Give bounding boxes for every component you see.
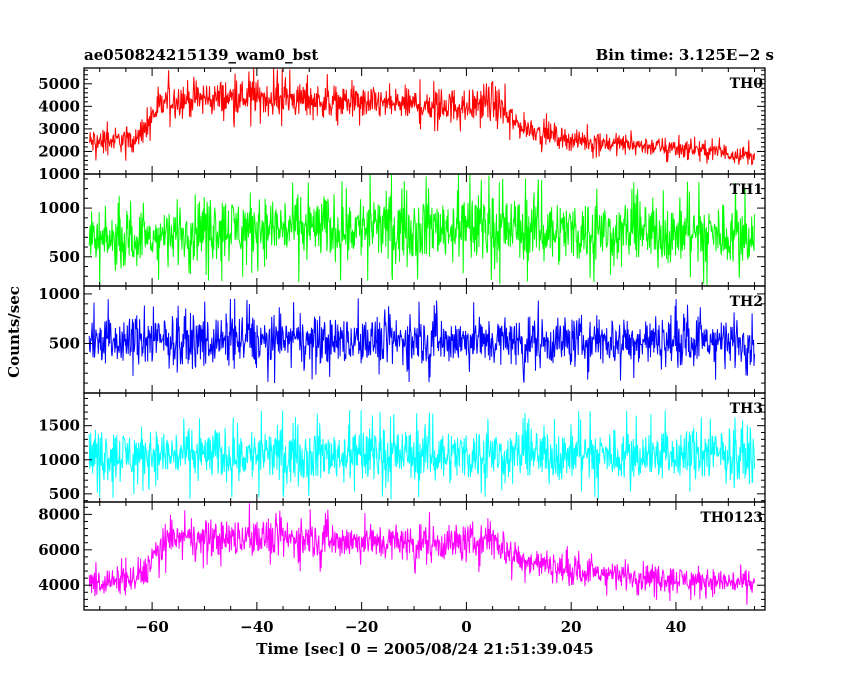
x-tick-label: 0 [461, 618, 471, 636]
panel-frame [83, 501, 766, 611]
x-tick-label: −40 [240, 618, 273, 636]
y-tick-label: 5000 [38, 75, 80, 93]
panel-label-th0123: TH0123 [700, 510, 763, 526]
y-tick-label: 1000 [38, 285, 80, 303]
panel-th0123: 4000 6000 8000 TH0123 −60 −40 −20 0 20 40 [38, 501, 766, 636]
panel-label-th3: TH3 [730, 401, 763, 417]
bin-time-label: Bin time: 3.125E−2 s [596, 46, 774, 64]
y-tick-label: 1500 [38, 417, 80, 435]
series-th2-trace [88, 298, 755, 384]
y-tick-label: 4000 [38, 97, 80, 115]
panel-th1: 500 1000 TH1 [38, 173, 766, 287]
x-tick-label: −20 [345, 618, 378, 636]
panel-label-th0: TH0 [730, 76, 764, 92]
y-tick-label: 6000 [38, 541, 80, 559]
x-tick-label: −60 [135, 618, 168, 636]
series-th3-trace [88, 409, 755, 500]
y-tick-label: 4000 [38, 576, 80, 594]
y-tick-label: 1000 [38, 451, 80, 469]
y-tick-label: 1000 [38, 199, 80, 217]
x-tick-label: 20 [561, 618, 582, 636]
panel-label-th2: TH2 [730, 294, 763, 310]
series-th0123-trace [88, 503, 755, 605]
panel-th3: 500 1000 1500 TH3 [38, 392, 766, 503]
plot-title: ae050824215139_wam0_bst [84, 46, 318, 64]
y-axis-label: Counts/sec [5, 286, 23, 378]
y-tick-label: 500 [49, 334, 80, 352]
y-tick-label: 8000 [38, 505, 80, 523]
y-tick-label: 500 [49, 248, 80, 266]
y-tick-label: 3000 [38, 120, 80, 138]
panel-label-th1: TH1 [730, 182, 763, 198]
x-tick-label: 40 [666, 618, 687, 636]
y-tick-label: 2000 [38, 142, 80, 160]
series-th1-trace [88, 173, 755, 287]
series-th0-trace [88, 67, 755, 166]
y-tick-label: 500 [49, 485, 80, 503]
y-tick-label: 1000 [38, 165, 80, 183]
x-axis-label: Time [sec] 0 = 2005/08/24 21:51:39.045 [256, 640, 593, 658]
